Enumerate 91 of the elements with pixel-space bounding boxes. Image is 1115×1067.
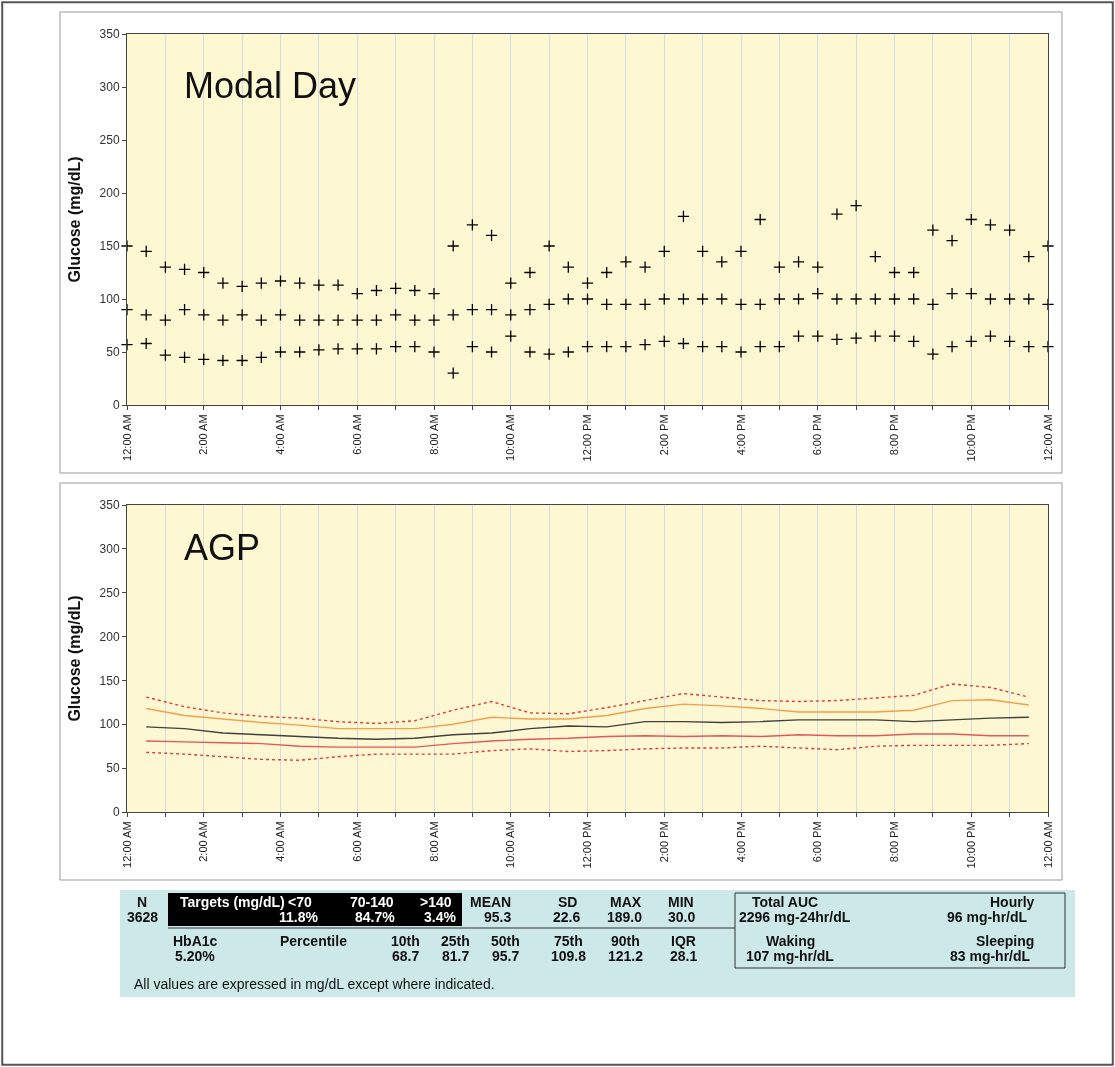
text: 95.7 — [492, 948, 520, 964]
y-tick-label: 300 — [99, 542, 120, 557]
y-tick-label: 50 — [106, 345, 120, 360]
line-series — [145, 733, 1030, 748]
x-tick-label: 6:00 AM — [350, 821, 363, 862]
text: All values are expressed in mg/dL except where indicated. — [134, 976, 495, 992]
text: MIN — [668, 894, 694, 910]
text: MEAN — [470, 894, 512, 910]
x-tick-label: 4:00 PM — [734, 821, 747, 863]
x-tick-label: 8:00 AM — [427, 414, 440, 455]
y-tick-label: 250 — [99, 133, 120, 148]
line-series — [145, 716, 1030, 740]
y-tick-label: 350 — [99, 498, 120, 513]
text: Percentile — [280, 933, 348, 949]
text: IQR — [671, 933, 696, 949]
x-tick-label: 10:00 PM — [964, 414, 977, 462]
text: AGP — [184, 527, 261, 568]
text: SD — [558, 894, 578, 910]
text: 3628 — [127, 909, 159, 925]
y-tick-label: 150 — [99, 673, 120, 688]
y-tick-label: 200 — [99, 629, 120, 644]
text: >140 — [420, 894, 452, 910]
x-tick-label: 12:00 AM — [120, 414, 133, 461]
x-tick-label: 4:00 AM — [274, 821, 287, 862]
x-tick-label: 8:00 PM — [888, 414, 901, 456]
text: MAX — [610, 894, 642, 910]
x-tick-label: 4:00 PM — [734, 414, 747, 456]
text: 81.7 — [442, 948, 470, 964]
y-tick-label: 350 — [99, 27, 120, 42]
text: 75th — [554, 933, 583, 949]
y-axis-title: Glucose (mg/dL) — [66, 595, 84, 722]
text: 25th — [441, 933, 470, 949]
x-tick-label: 2:00 AM — [197, 821, 210, 862]
text: 11.8% — [279, 909, 319, 925]
x-tick-label: 12:00 AM — [120, 821, 133, 868]
text: 3.4% — [424, 909, 457, 925]
text: 28.1 — [670, 948, 698, 964]
x-tick-label: 8:00 PM — [888, 821, 901, 863]
x-tick-label: 12:00 AM — [1041, 821, 1054, 868]
text: Targets (mg/dL) — [180, 894, 285, 910]
x-tick-label: 12:00 PM — [581, 821, 594, 869]
y-tick-label: 0 — [112, 805, 120, 820]
text: 68.7 — [392, 948, 420, 964]
text: 2296 mg-24hr/dL — [739, 909, 851, 925]
x-tick-label: 12:00 AM — [1041, 414, 1054, 461]
text: Waking — [766, 933, 816, 949]
x-tick-label: 6:00 PM — [811, 821, 824, 863]
y-tick-label: 150 — [99, 239, 120, 254]
text: 10th — [391, 933, 420, 949]
text: 96 mg-hr/dL — [947, 909, 1028, 925]
text: 83 mg-hr/dL — [950, 948, 1031, 964]
y-axis-title: Glucose (mg/dL) — [66, 156, 84, 283]
x-tick-label: 10:00 PM — [964, 821, 977, 869]
y-tick-label: 200 — [99, 186, 120, 201]
text: 50th — [491, 933, 520, 949]
x-tick-label: 4:00 AM — [274, 414, 287, 455]
text: HbA1c — [173, 933, 218, 949]
x-tick-label: 2:00 PM — [657, 414, 670, 456]
x-tick-label: 8:00 AM — [427, 821, 440, 862]
line-series — [145, 742, 1030, 761]
text: <70 — [288, 894, 312, 910]
text: N — [137, 894, 148, 910]
text: 90th — [611, 933, 640, 949]
y-tick-label: 250 — [99, 585, 120, 600]
x-tick-label: 6:00 PM — [811, 414, 824, 456]
y-tick-label: 300 — [99, 80, 120, 95]
text: Total AUC — [752, 894, 819, 910]
text: Modal Day — [184, 65, 357, 106]
text: 121.2 — [608, 948, 644, 964]
text: 109.8 — [551, 948, 587, 964]
text: 95.3 — [484, 909, 512, 925]
text: 5.20% — [175, 948, 216, 964]
x-tick-label: 10:00 AM — [504, 821, 517, 868]
x-tick-label: 2:00 PM — [657, 821, 670, 863]
x-tick-label: 10:00 AM — [504, 414, 517, 461]
text: Sleeping — [976, 933, 1035, 949]
text: 189.0 — [607, 909, 643, 925]
line-series — [145, 699, 1030, 730]
y-tick-label: 0 — [112, 398, 120, 413]
text: 30.0 — [668, 909, 696, 925]
text: Hourly — [990, 894, 1035, 910]
y-tick-label: 100 — [99, 292, 120, 307]
y-tick-label: 100 — [99, 717, 120, 732]
text: 22.6 — [553, 909, 581, 925]
y-tick-label: 50 — [106, 761, 120, 776]
text: 107 mg-hr/dL — [746, 948, 835, 964]
text: 70-140 — [350, 894, 394, 910]
x-tick-label: 12:00 PM — [581, 414, 594, 462]
x-tick-label: 2:00 AM — [197, 414, 210, 455]
text: 84.7% — [355, 909, 396, 925]
x-tick-label: 6:00 AM — [350, 414, 363, 455]
